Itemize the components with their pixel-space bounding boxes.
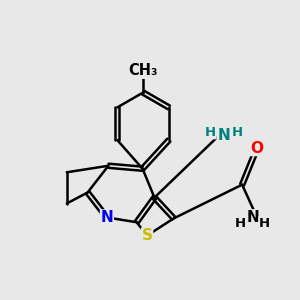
Text: H: H (232, 126, 243, 139)
Text: H: H (235, 217, 246, 230)
Text: CH₃: CH₃ (128, 63, 158, 78)
Text: N: N (246, 210, 259, 225)
Text: S: S (142, 228, 152, 243)
Text: H: H (259, 217, 270, 230)
Text: N: N (218, 128, 230, 142)
Text: H: H (205, 126, 216, 139)
Text: O: O (250, 140, 263, 155)
Text: N: N (100, 210, 113, 225)
